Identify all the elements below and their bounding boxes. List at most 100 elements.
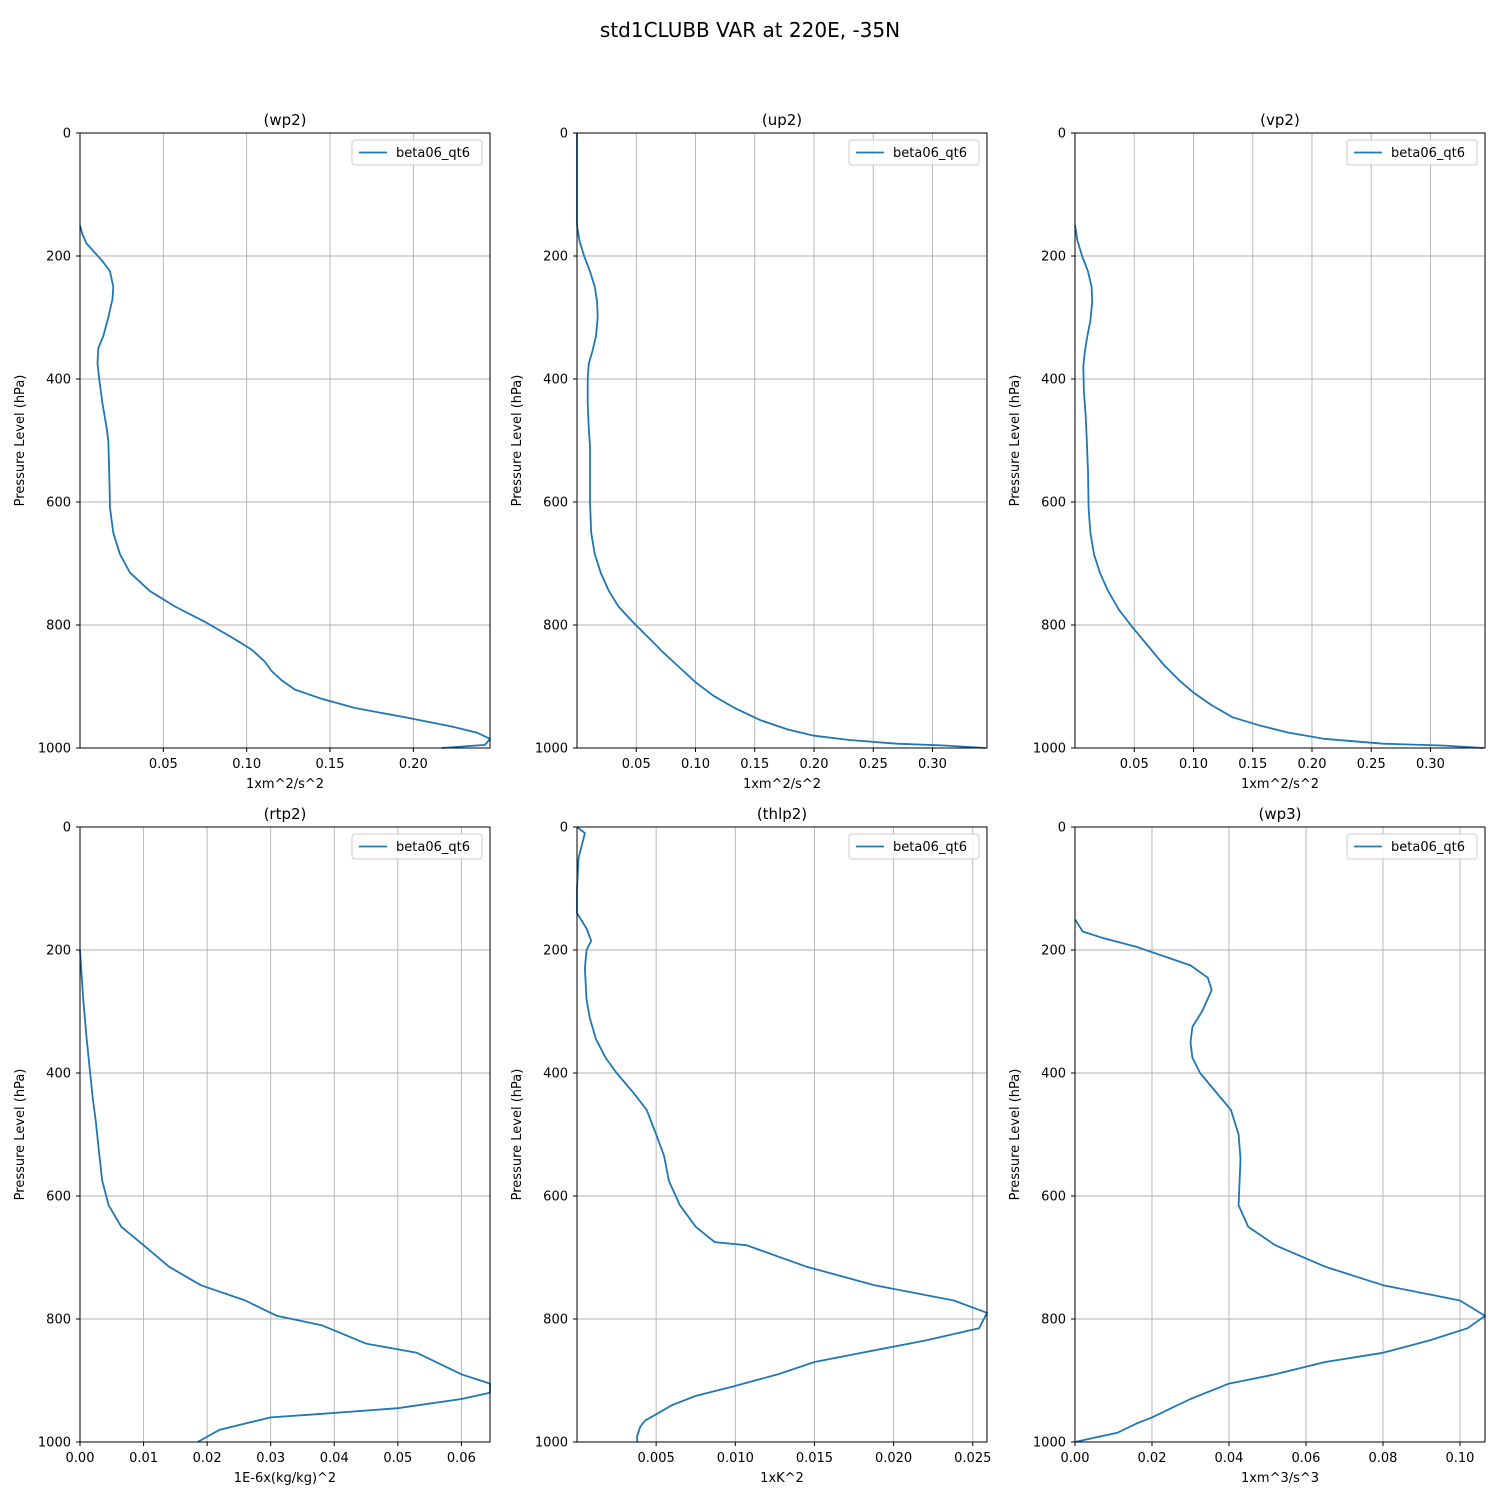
y-tick-label: 800 [1041, 1313, 1066, 1328]
y-tick-label: 0 [63, 821, 71, 836]
panel-title: (up2) [762, 111, 802, 129]
y-tick-label: 400 [1041, 373, 1066, 388]
legend-entry: beta06_qt6 [893, 840, 967, 855]
y-tick-label: 600 [46, 1190, 71, 1205]
y-tick-label: 600 [543, 496, 568, 511]
x-tick-label: 0.05 [622, 757, 651, 772]
y-tick-label: 400 [543, 1067, 568, 1082]
x-tick-label: 0.005 [638, 1451, 675, 1466]
x-tick-label: 0.01 [129, 1451, 158, 1466]
x-tick-label: 0.10 [232, 757, 261, 772]
x-axis-label: 1E-6x(kg/kg)^2 [234, 1471, 336, 1486]
x-tick-label: 0.30 [1416, 757, 1445, 772]
y-tick-label: 0 [1058, 821, 1066, 836]
x-axis-label: 1xm^2/s^2 [246, 777, 324, 792]
panel-up2: 0.05 0.10 0.15 0.20 0.25 0.30 0 200 400 600 800 100… [510, 111, 988, 792]
series-line-beta06_qt6 [576, 133, 986, 749]
y-tick-label: 800 [1041, 619, 1066, 634]
panel-vp2: 0.05 0.10 0.15 0.20 0.25 0.30 0 200 400 600 800 100… [1008, 111, 1486, 792]
series-line-beta06_qt6 [1074, 225, 1484, 749]
x-tick-label: 0.00 [1061, 1451, 1090, 1466]
x-tick-label: 0.025 [954, 1451, 991, 1466]
y-axis-label: Pressure Level (hPa) [510, 375, 525, 507]
x-axis-label: 1xm^2/s^2 [743, 777, 821, 792]
legend: beta06_qt6 [1346, 139, 1478, 166]
y-tick-label: 800 [46, 619, 71, 634]
figure-title: std1CLUBB VAR at 220E, -35N [600, 18, 900, 42]
x-tick-label: 0.15 [316, 757, 345, 772]
y-tick-label: 400 [46, 373, 71, 388]
y-tick-label: 1000 [1033, 1436, 1066, 1451]
x-tick-label: 0.25 [1357, 757, 1386, 772]
y-axis-label: Pressure Level (hPa) [13, 375, 28, 507]
legend: beta06_qt6 [1346, 833, 1478, 860]
panel-title: (rtp2) [264, 805, 307, 823]
x-tick-label: 0.10 [1179, 757, 1208, 772]
x-tick-label: 0.05 [383, 1451, 412, 1466]
legend-box [1346, 833, 1478, 860]
legend-entry: beta06_qt6 [1391, 840, 1465, 855]
x-tick-label: 0.06 [1292, 1451, 1321, 1466]
panel-title: (thlp2) [757, 805, 807, 823]
x-axis-label: 1xm^2/s^2 [1241, 777, 1319, 792]
y-axis-label: Pressure Level (hPa) [13, 1069, 28, 1201]
plot-frame [576, 132, 988, 749]
y-tick-label: 1000 [1033, 742, 1066, 757]
legend-box [351, 833, 483, 860]
x-tick-label: 0.015 [796, 1451, 833, 1466]
x-tick-label: 0.15 [1238, 757, 1267, 772]
plot-frame [1074, 826, 1486, 1443]
plot-frame [1074, 132, 1486, 749]
x-tick-label: 0.03 [256, 1451, 285, 1466]
legend-entry: beta06_qt6 [1391, 146, 1465, 161]
panel-wp3: 0.00 0.02 0.04 0.06 0.08 0.10 0 200 400 600 800 100… [1008, 805, 1486, 1486]
y-tick-label: 800 [543, 1313, 568, 1328]
y-tick-label: 600 [1041, 1190, 1066, 1205]
y-tick-label: 1000 [38, 742, 71, 757]
y-tick-label: 800 [46, 1313, 71, 1328]
x-tick-label: 0.30 [918, 757, 947, 772]
y-axis-label: Pressure Level (hPa) [1008, 375, 1023, 507]
legend-box [1346, 139, 1478, 166]
legend-entry: beta06_qt6 [396, 840, 470, 855]
y-tick-label: 200 [1041, 250, 1066, 265]
y-tick-label: 400 [1041, 1067, 1066, 1082]
y-tick-label: 0 [1058, 127, 1066, 142]
y-axis-label: Pressure Level (hPa) [1008, 1069, 1023, 1201]
panel-rtp2: 0.00 0.01 0.02 0.03 0.04 0.05 0.06 0 200 400 600 80… [13, 805, 491, 1486]
x-tick-label: 0.02 [193, 1451, 222, 1466]
x-tick-label: 0.05 [149, 757, 178, 772]
legend: beta06_qt6 [351, 139, 483, 166]
y-tick-label: 0 [560, 821, 568, 836]
legend-box [848, 139, 980, 166]
legend-entry: beta06_qt6 [893, 146, 967, 161]
series-line-beta06_qt6 [79, 949, 491, 1443]
y-tick-label: 1000 [535, 1436, 568, 1451]
series-line-beta06_qt6 [79, 225, 491, 749]
legend-entry: beta06_qt6 [396, 146, 470, 161]
series-line-beta06_qt6 [576, 826, 988, 1442]
y-tick-label: 1000 [535, 742, 568, 757]
x-tick-label: 0.00 [66, 1451, 95, 1466]
y-tick-label: 400 [543, 373, 568, 388]
legend-box [351, 139, 483, 166]
y-tick-label: 0 [63, 127, 71, 142]
y-tick-label: 1000 [38, 1436, 71, 1451]
plot-frame [79, 132, 491, 749]
plot-frame [576, 826, 988, 1443]
y-tick-label: 400 [46, 1067, 71, 1082]
x-tick-label: 0.20 [1298, 757, 1327, 772]
y-tick-label: 600 [46, 496, 71, 511]
y-tick-label: 200 [543, 944, 568, 959]
panel-wp2: 0.05 0.10 0.15 0.20 0 200 400 600 800 1000 (wp2) 1x… [13, 111, 491, 792]
panel-title: (wp3) [1258, 805, 1301, 823]
y-tick-label: 200 [543, 250, 568, 265]
y-tick-label: 200 [1041, 944, 1066, 959]
panel-title: (vp2) [1260, 111, 1300, 129]
y-tick-label: 800 [543, 619, 568, 634]
x-axis-label: 1xK^2 [760, 1471, 804, 1486]
x-tick-label: 0.08 [1369, 1451, 1398, 1466]
y-tick-label: 200 [46, 250, 71, 265]
